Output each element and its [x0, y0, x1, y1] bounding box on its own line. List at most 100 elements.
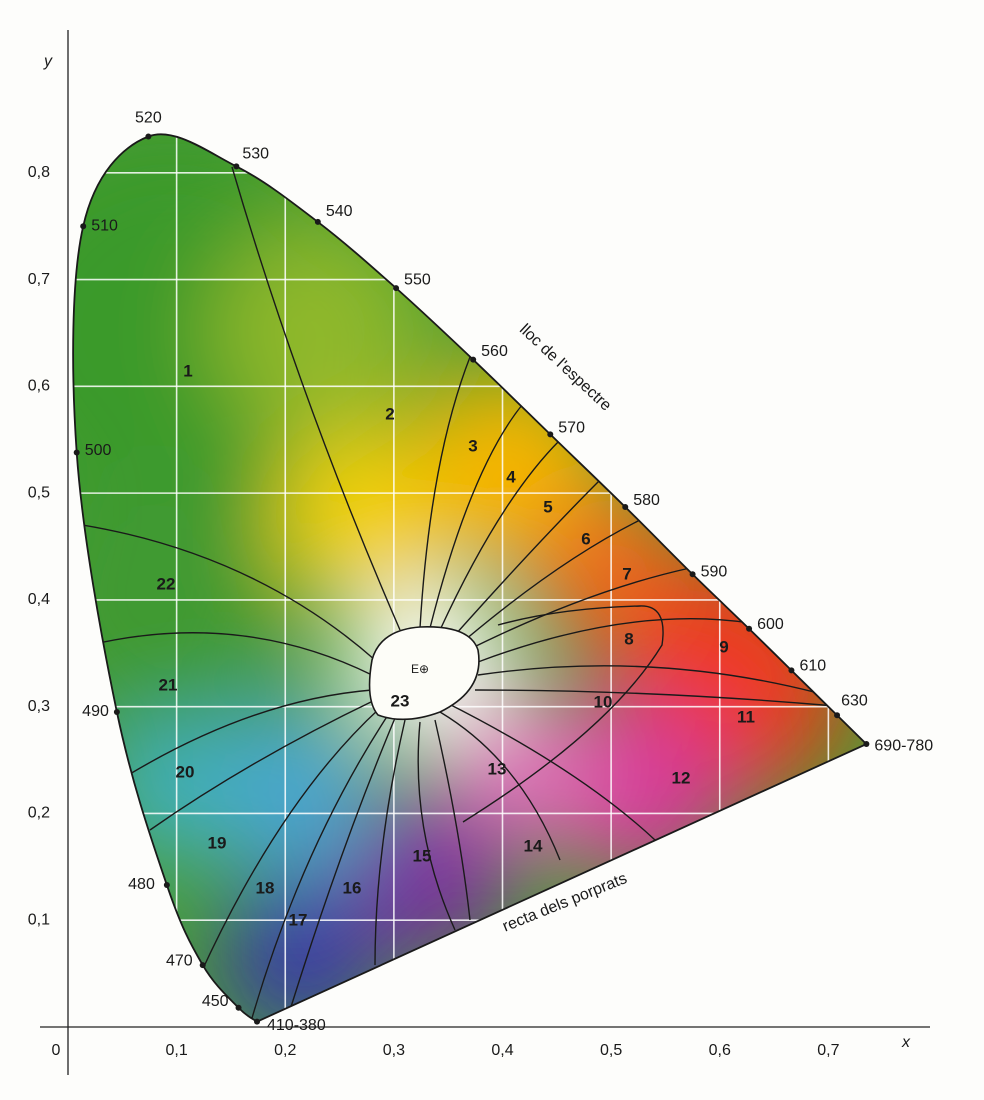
region-number: 10: [594, 692, 613, 711]
locus-point: [73, 449, 80, 456]
y-tick-label: 0,2: [28, 805, 50, 822]
region-number: 19: [208, 833, 227, 852]
region-number: 20: [176, 762, 195, 781]
boundary: [231, 166, 401, 631]
locus-point: [163, 881, 170, 888]
wavelength-label: 580: [633, 492, 660, 509]
boundary: [249, 714, 389, 1022]
y-axis-label: y: [43, 53, 53, 70]
locus-point: [547, 431, 554, 438]
locus-point: [788, 667, 795, 674]
white-region: [368, 626, 480, 721]
wavelength-label: 600: [757, 616, 784, 633]
locus-annotation: lloc de l'espectre: [516, 321, 614, 414]
boundary: [89, 632, 373, 676]
x-axis-label: x: [901, 1034, 911, 1051]
region-number: 14: [524, 836, 543, 855]
boundary: [444, 701, 656, 841]
region-number: 13: [488, 759, 507, 778]
boundary: [439, 439, 561, 631]
region-number: 22: [157, 574, 176, 593]
y-tick-label: 0,4: [28, 591, 50, 608]
boundary: [419, 356, 471, 629]
locus-point: [746, 625, 753, 632]
boundary: [434, 719, 471, 921]
region-number: 9: [719, 637, 728, 656]
boundary: [374, 719, 406, 966]
wavelength-label: 530: [242, 146, 269, 163]
locus-point: [863, 741, 870, 748]
locus-point: [470, 356, 477, 363]
boundary: [464, 519, 641, 641]
region-number: 6: [581, 529, 590, 548]
boundary: [477, 665, 819, 694]
boundary: [199, 707, 381, 976]
y-tick-label: 0,3: [28, 698, 50, 715]
wavelength-label: 510: [91, 217, 118, 234]
boundary: [289, 717, 396, 1011]
wavelength-label: 590: [701, 563, 728, 580]
y-tick-label: 0,8: [28, 164, 50, 181]
region-number: 3: [468, 436, 477, 455]
boundary: [119, 689, 373, 781]
region-number: 2: [385, 404, 394, 423]
wavelength-label: 450: [202, 993, 229, 1010]
x-tick-label: 0,6: [709, 1042, 731, 1059]
region-number: 1: [183, 361, 192, 380]
wavelength-label: 540: [326, 203, 353, 220]
wavelength-label: 490: [82, 703, 109, 720]
x-tick-label: 0: [52, 1042, 61, 1059]
boundary: [417, 721, 456, 931]
boundary: [477, 617, 751, 663]
wavelength-label: 610: [799, 658, 826, 675]
region-number: 16: [343, 878, 362, 897]
locus-point: [113, 709, 120, 716]
x-tick-label: 0,7: [817, 1042, 839, 1059]
region-number: 23: [391, 691, 410, 710]
locus-point: [199, 962, 206, 969]
wavelength-label: 470: [166, 952, 193, 969]
locus-point: [622, 504, 629, 511]
locus-point: [834, 712, 841, 719]
region-number: 7: [622, 564, 631, 583]
x-tick-label: 0,2: [274, 1042, 296, 1059]
locus-point: [314, 218, 321, 225]
white-point-label: E⊕: [411, 662, 429, 676]
region-number: 4: [506, 467, 516, 486]
region-number: 17: [289, 910, 308, 929]
y-tick-label: 0,7: [28, 271, 50, 288]
locus-point: [145, 133, 152, 140]
locus-point: [393, 285, 400, 292]
boundary: [149, 699, 376, 831]
boundary: [429, 404, 523, 629]
wavelength-label: 690-780: [874, 737, 933, 754]
wavelength-label: 410-380: [267, 1017, 326, 1034]
wavelength-label: 570: [558, 420, 585, 437]
locus-point: [235, 1004, 242, 1011]
boundary: [462, 605, 664, 823]
region-boundaries: [73, 166, 836, 1022]
boundary: [474, 689, 836, 707]
region-number: 15: [413, 846, 432, 865]
y-tick-label: 0,1: [28, 911, 50, 928]
boundary: [73, 522, 376, 661]
x-tick-label: 0,5: [600, 1042, 622, 1059]
locus-point: [233, 163, 240, 170]
region-number: 5: [543, 497, 552, 516]
wavelength-label: 500: [85, 442, 112, 459]
region-number: 12: [672, 768, 691, 787]
wavelength-label: 630: [841, 692, 868, 709]
locus-point: [80, 223, 87, 230]
x-tick-label: 0,4: [491, 1042, 513, 1059]
region-number: 11: [737, 707, 755, 726]
region-number: 21: [159, 675, 178, 694]
axes: 0 0,1 0,2 0,3 0,4 0,5 0,6 0,7 0,1 0,2 0,3 0,4 0,5 0,6…: [28, 30, 930, 1075]
y-tick-label: 0,5: [28, 484, 50, 501]
region-number: 8: [624, 629, 633, 648]
locus-point: [254, 1018, 261, 1025]
region-number: 18: [256, 878, 275, 897]
boundary: [439, 711, 561, 861]
wavelength-label: 550: [404, 271, 431, 288]
